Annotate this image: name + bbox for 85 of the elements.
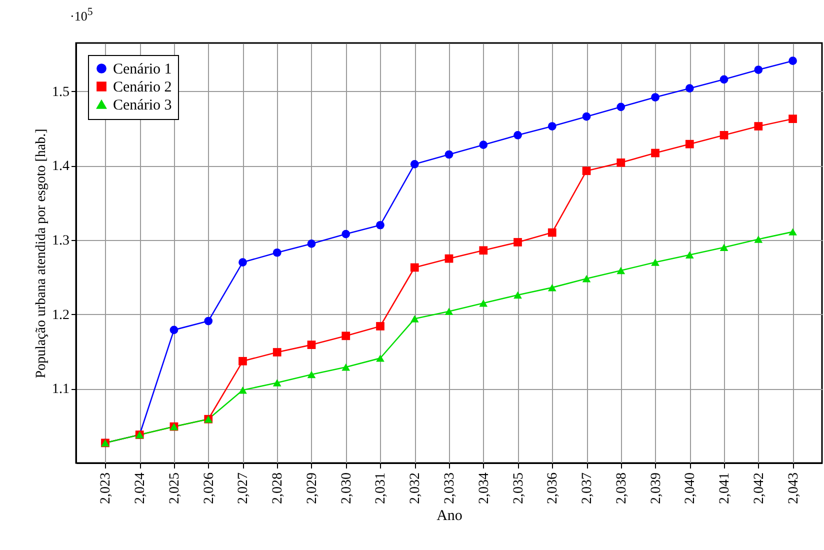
point [376,220,384,230]
x-tick-label: 2,040 [683,472,698,504]
point [410,160,419,168]
point [238,386,247,394]
point [548,228,556,237]
x-tick-label: 2,039 [648,472,664,504]
x-tick-label: 2,024 [133,472,148,504]
x-tick-label: 2,025 [167,472,182,504]
point [170,326,178,334]
point [376,322,384,330]
point [720,130,728,140]
point [616,102,626,112]
point [582,275,591,282]
point [479,246,488,255]
point [238,258,247,266]
point [272,248,282,257]
x-tick-label: 2,026 [202,472,217,504]
legend-label: Cenário 2 [113,80,172,96]
x-tick-label: 2,030 [339,472,354,504]
point [410,315,419,322]
point [651,148,660,158]
y-tick-label: 1.5 [52,84,70,100]
point [514,238,522,246]
x-tick-label: 2,043 [786,472,802,504]
point [548,122,556,130]
y-tick-label: 1.3 [52,233,70,248]
point [685,251,694,258]
point [788,228,797,236]
x-tick-label: 2,038 [614,472,630,504]
point [272,379,282,386]
x-tick-label: 2,023 [98,472,114,504]
point [342,363,350,371]
point [342,230,350,238]
y-tick-label: 1.1 [52,382,70,398]
point [307,370,316,378]
text: ·10$^{5}$ [70,6,93,24]
x-tick-label: 2,034 [476,472,492,504]
x-tick-label: 2,042 [752,472,767,504]
y-tick-label: 1.4 [52,159,70,174]
point [754,66,763,74]
legend-label: Cenário 3 [113,98,172,114]
x-tick-label: 2,031 [374,472,389,504]
x-tick-label: 2,029 [304,472,320,504]
point [376,354,384,362]
point [754,236,763,243]
x-tick-label: 2,032 [408,472,424,504]
point [410,263,419,272]
point [444,150,454,159]
point [651,93,660,102]
point [342,332,350,340]
legend-label: Cenário 1 [113,62,172,78]
point [238,356,247,366]
point [788,114,797,124]
point [479,140,488,150]
point [616,266,626,274]
point [582,166,591,176]
point [685,140,694,148]
x-tick-label: 2,028 [270,472,286,504]
y-axis-title: População urbana atendida por esgoto [hab.] [34,128,49,378]
point [444,308,454,315]
point [444,254,454,263]
x-tick-label: 2,037 [580,472,596,504]
point [479,300,488,307]
point [754,122,763,130]
point [788,56,797,66]
point [307,240,316,248]
point [204,316,213,326]
y-tick-label: 1.2 [52,308,70,323]
point [651,258,660,266]
point [514,131,522,140]
point [720,75,728,84]
point [582,112,591,121]
x-tick-label: 2,027 [236,472,252,504]
x-axis-title: Ano [436,508,462,524]
x-tick-label: 2,041 [718,472,733,504]
point [548,284,556,292]
point [514,291,522,299]
point [616,158,626,167]
point [272,348,282,356]
point [720,244,728,252]
point [685,84,694,93]
x-tick-label: 2,035 [511,472,526,504]
x-tick-label: 2,033 [442,472,458,504]
point [307,340,316,349]
x-tick-label: 2,036 [546,472,561,504]
